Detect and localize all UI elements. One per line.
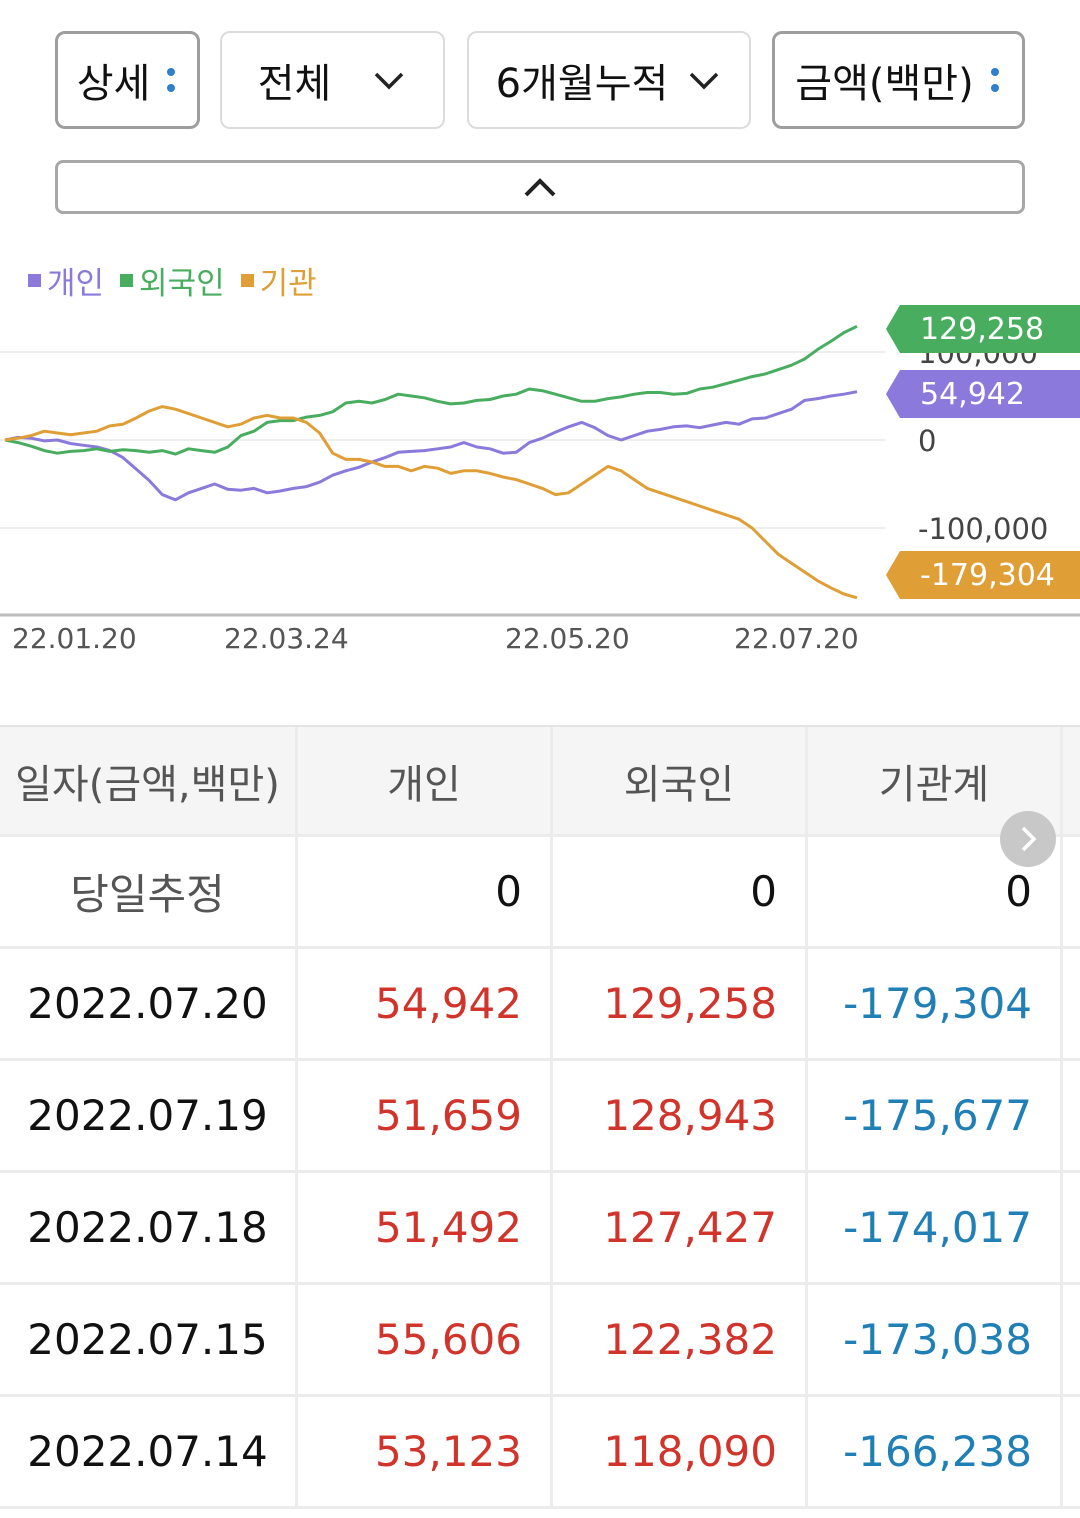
period-dropdown[interactable]: 6개월누적 [467,31,751,129]
table-row: 당일추정 0 0 0 [0,837,1080,949]
row-foreign: 0 [553,837,808,946]
last-value-label: -179,304 [920,557,1055,593]
header-foreign: 외국인 [553,727,808,834]
row-foreign: 127,427 [553,1173,808,1282]
investor-table: 일자(금액,백만) 개인 외국인 기관계 당일추정 0 0 0 2022.07.… [0,725,1080,1509]
legend-label: 기관 [259,266,317,302]
last-value-tag-individual: 54,942 [886,370,1080,418]
scope-dropdown-label: 전체 [257,61,332,107]
header-individual: 개인 [298,727,553,834]
scroll-right-button[interactable] [1000,811,1056,867]
row-date: 당일추정 [0,837,298,946]
legend-swatch [28,274,41,287]
legend-swatch [240,274,254,287]
x-tick-label: 22.01.20 [12,622,137,655]
scope-dropdown[interactable]: 전체 [220,31,445,129]
unit-menu-label: 금액(백만) [795,61,974,107]
row-date: 2022.07.19 [0,1061,298,1170]
series-line-1 [4,324,858,456]
investor-flow-chart [0,324,1080,617]
row-individual: 53,123 [298,1397,553,1506]
y-tick-label: -100,000 [918,512,1049,546]
period-dropdown-label: 6개월누적 [495,61,669,107]
row-date: 2022.07.18 [0,1173,298,1282]
row-institution: -173,038 [808,1285,1063,1394]
chevron-down-icon [375,72,404,90]
row-foreign: 128,943 [553,1061,808,1170]
more-vertical-icon [988,60,1002,100]
chevron-down-icon [690,72,719,90]
row-foreign: 129,258 [553,949,808,1058]
chevron-up-icon [524,178,556,197]
row-individual: 51,659 [298,1061,553,1170]
row-date: 2022.07.15 [0,1285,298,1394]
row-institution: 0 [808,837,1063,946]
row-foreign: 122,382 [553,1285,808,1394]
legend-label: 외국인 [139,266,225,302]
table-header-row: 일자(금액,백만) 개인 외국인 기관계 [0,725,1080,837]
table-row: 2022.07.20 54,942 129,258 -179,304 [0,949,1080,1061]
unit-menu-button[interactable]: 금액(백만) [772,31,1025,129]
row-individual: 0 [298,837,553,946]
series-line-2 [4,405,858,600]
last-value-label: 54,942 [920,376,1025,412]
more-vertical-icon [164,60,178,100]
detail-menu-label: 상세 [76,61,151,107]
row-institution: -166,238 [808,1397,1063,1506]
row-institution: -174,017 [808,1173,1063,1282]
legend-item-foreign: 외국인 [120,258,225,303]
last-value-label: 129,258 [920,311,1045,347]
detail-menu-button[interactable]: 상세 [55,31,200,129]
row-date: 2022.07.14 [0,1397,298,1506]
row-date: 2022.07.20 [0,949,298,1058]
last-value-tag-institution: -179,304 [886,551,1080,599]
table-row: 2022.07.19 51,659 128,943 -175,677 [0,1061,1080,1173]
row-individual: 51,492 [298,1173,553,1282]
last-value-tag-foreign: 129,258 [886,305,1080,353]
legend-swatch [120,274,134,287]
table-row: 2022.07.15 55,606 122,382 -173,038 [0,1285,1080,1397]
x-tick-label: 22.05.20 [505,622,630,655]
row-individual: 55,606 [298,1285,553,1394]
table-row: 2022.07.18 51,492 127,427 -174,017 [0,1173,1080,1285]
header-institution: 기관계 [808,727,1063,834]
x-tick-label: 22.03.24 [224,622,349,655]
chevron-right-icon [1021,826,1037,852]
legend-item-individual: 개인 [28,258,104,303]
legend-label: 개인 [47,266,105,302]
row-foreign: 118,090 [553,1397,808,1506]
series-line-0 [4,390,858,502]
x-tick-label: 22.07.20 [734,622,859,655]
chart-legend: 개인 외국인 기관 [28,258,317,303]
row-institution: -175,677 [808,1061,1063,1170]
row-institution: -179,304 [808,949,1063,1058]
header-date: 일자(금액,백만) [0,727,298,834]
y-tick-label: 0 [918,424,937,458]
legend-item-institution: 기관 [240,258,317,303]
table-row: 2022.07.14 53,123 118,090 -166,238 [0,1397,1080,1509]
collapse-toggle[interactable] [55,160,1025,214]
row-individual: 54,942 [298,949,553,1058]
